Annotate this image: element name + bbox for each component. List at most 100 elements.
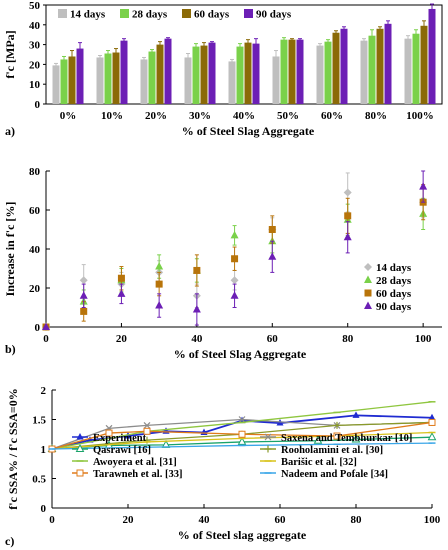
legend-label: Rooholamini et al. [30] [281, 445, 383, 456]
bar [376, 28, 384, 104]
data-point [344, 212, 352, 220]
y-tick-label: 0 [35, 99, 41, 111]
data-point [268, 226, 276, 233]
bar [60, 59, 68, 104]
bar [324, 41, 332, 104]
x-tick-label: 80% [365, 110, 387, 122]
x-tick-label: 100 [424, 514, 441, 526]
y-axis-label: f'c SSA% / f'c SSA=0% [6, 388, 20, 510]
data-point [155, 301, 164, 309]
x-axis-label: % of Steel Slag Aggregate [182, 124, 315, 138]
data-point [230, 230, 239, 239]
legend-marker [264, 445, 272, 453]
x-tick-label: 40 [191, 333, 203, 345]
legend-marker [75, 443, 85, 452]
bar [76, 48, 84, 104]
legend-swatch [120, 9, 129, 18]
legend-label: 14 days [376, 262, 412, 274]
bar [428, 8, 436, 105]
legend-label: Saxena and Tembhurkar [10] [281, 433, 412, 444]
x-tick-label: 60 [275, 514, 287, 526]
legend-swatch [244, 9, 253, 18]
legend-label: 90 days [376, 301, 412, 313]
legend-label: Nadeem and Pofale [34] [281, 469, 388, 480]
bar [228, 61, 236, 104]
bar [236, 46, 244, 104]
y-tick-label: 20 [29, 59, 41, 71]
x-tick-label: 50% [277, 110, 299, 122]
x-tick-label: 0% [60, 110, 77, 122]
x-tick-label: 20 [123, 514, 135, 526]
legend-marker [364, 289, 372, 297]
y-tick-label: 40 [29, 20, 41, 32]
data-point [42, 322, 50, 330]
legend-marker [364, 301, 372, 309]
y-tick-label: 20 [29, 283, 41, 295]
bar [368, 35, 376, 104]
bar [412, 33, 420, 104]
panel-label: c) [5, 534, 14, 548]
bar [192, 46, 200, 104]
bar [104, 53, 112, 104]
data-point [192, 304, 201, 313]
x-tick-label: 0 [43, 333, 49, 345]
bar [244, 42, 252, 104]
x-axis-label: % of Steel slag aggregate [178, 528, 307, 542]
series-line [51, 421, 433, 450]
data-point [79, 276, 88, 285]
bar [164, 38, 172, 104]
legend-label: 28 days [132, 9, 168, 21]
data-point [333, 421, 341, 429]
data-point [230, 276, 239, 285]
data-point [79, 291, 88, 299]
data-point [419, 182, 428, 190]
panel-label: b) [5, 342, 16, 356]
legend-label: 28 days [376, 275, 412, 287]
plot-frame [45, 4, 443, 105]
legend-label: 60 days [376, 288, 412, 300]
data-point [351, 434, 361, 443]
y-tick-label: 40 [29, 244, 41, 256]
data-point [143, 427, 151, 435]
x-tick-label: 80 [342, 333, 354, 345]
bar [156, 44, 164, 104]
y-tick-label: 2 [41, 385, 47, 397]
bar [384, 23, 392, 105]
legend-label: Qasrawi [16] [93, 445, 151, 456]
x-tick-label: 100 [415, 333, 432, 345]
x-tick-label: 20 [116, 333, 128, 345]
data-point [117, 274, 125, 282]
data-point [80, 307, 88, 315]
y-tick-label: 50 [29, 0, 41, 12]
legend-marker [264, 433, 272, 441]
y-tick-label: 10 [29, 79, 41, 91]
legend-label: Barišic et al. [32] [281, 457, 357, 468]
x-tick-label: 0 [49, 514, 55, 526]
data-point [237, 436, 247, 445]
data-point [231, 255, 239, 263]
x-tick-label: 10% [101, 110, 123, 122]
bar [288, 39, 296, 104]
data-point [268, 252, 277, 260]
bar [316, 45, 324, 104]
bar [404, 38, 412, 104]
data-point [333, 432, 341, 440]
y-tick-label: 1.5 [32, 415, 46, 427]
data-point [230, 291, 239, 299]
legend-label: 90 days [256, 9, 292, 21]
bar [332, 32, 340, 104]
bar [200, 45, 208, 104]
y-axis-label: Increase in f'c [%] [3, 202, 17, 297]
legend-label: Awoyera et al. [31] [93, 457, 177, 468]
legend-label: Tarawneh et al. [33] [93, 469, 182, 480]
data-point [428, 418, 436, 426]
bar [184, 57, 192, 104]
bar [296, 39, 304, 104]
y-tick-label: 1 [41, 444, 47, 456]
legend-marker [364, 275, 372, 283]
y-tick-label: 60 [29, 205, 41, 217]
data-point [155, 262, 164, 270]
